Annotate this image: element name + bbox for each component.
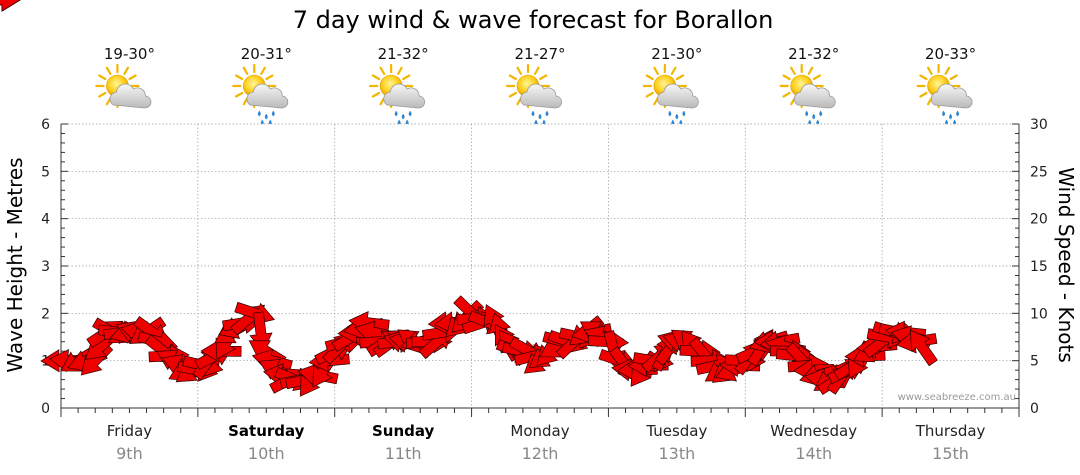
x-date-label: 13th [658, 444, 695, 463]
x-day-label: Friday [107, 422, 153, 440]
y-tick-label-right: 0 [1030, 401, 1039, 417]
y-tick-label-right: 25 [1030, 164, 1048, 180]
x-day-label: Thursday [915, 422, 986, 440]
sun-cloud-rain-icon [505, 63, 562, 126]
y-tick-label-right: 10 [1030, 306, 1048, 322]
sun-cloud-rain-icon [642, 63, 699, 126]
y-tick-label-left: 6 [41, 117, 50, 133]
temperature-range: 21-32° [378, 45, 429, 63]
y-tick-label-left: 5 [41, 164, 50, 180]
chart-title: 7 day wind & wave forecast for Borallon [293, 6, 774, 34]
rain-drops-icon [531, 110, 549, 126]
watermark: www.seabreeze.com.au [898, 392, 1016, 403]
y-tick-label-right: 30 [1030, 117, 1048, 133]
x-day-label: Saturday [228, 422, 305, 440]
cloud-icon [793, 83, 836, 109]
y-tick-label-right: 15 [1030, 259, 1048, 275]
cloud-icon [930, 83, 973, 109]
temperature-range: 21-32° [788, 45, 839, 63]
sun-cloud-rain-icon [916, 63, 973, 126]
wind-arrow-series [0, 0, 938, 397]
rain-drops-icon [805, 110, 823, 126]
y-tick-label-left: 4 [41, 212, 50, 228]
rain-drops-icon [668, 110, 686, 126]
sun-cloud-rain-icon [369, 63, 426, 126]
sun-cloud-icon [95, 63, 152, 109]
cloud-icon [657, 83, 699, 109]
sun-cloud-rain-icon [232, 63, 289, 126]
rain-drops-icon [257, 110, 275, 126]
rain-drops-icon [394, 110, 412, 126]
x-day-label: Tuesday [645, 422, 707, 440]
wind-arrow [0, 0, 21, 12]
x-day-label: Sunday [372, 422, 435, 440]
y-tick-label-right: 5 [1030, 354, 1039, 370]
rain-drops-icon [942, 110, 960, 126]
x-date-label: 14th [795, 444, 832, 463]
temperature-range: 20-31° [241, 45, 292, 63]
y-axis-label-left: Wave Height - Metres [3, 157, 27, 372]
temperature-range: 21-27° [514, 45, 565, 63]
wind-arrow [909, 329, 938, 367]
x-date-label: 12th [522, 444, 559, 463]
y-tick-label-left: 0 [41, 401, 50, 417]
y-axis-label-right: Wind Speed - Knots [1054, 167, 1078, 363]
x-date-label: 10th [248, 444, 285, 463]
temperature-range: 20-33° [925, 45, 976, 63]
x-day-label: Monday [510, 422, 569, 440]
temperature-range: 19-30° [104, 45, 155, 63]
y-tick-label-left: 3 [41, 259, 50, 275]
cloud-icon [383, 83, 426, 109]
x-date-label: 9th [116, 444, 143, 463]
x-date-label: 11th [385, 444, 422, 463]
temperature-range: 21-30° [651, 45, 702, 63]
sun-cloud-rain-icon [779, 63, 836, 126]
x-day-label: Wednesday [770, 422, 857, 440]
y-tick-label-right: 20 [1030, 212, 1048, 228]
y-tick-label-left: 2 [41, 306, 50, 322]
cloud-icon [520, 83, 562, 109]
cloud-icon [246, 83, 289, 109]
cloud-icon [109, 83, 152, 109]
x-date-label: 15th [932, 444, 969, 463]
daily-forecast-row: 19-30° 20-31° 21-32° 21-27° 21-30° 21-32° 20-3… [95, 45, 976, 126]
